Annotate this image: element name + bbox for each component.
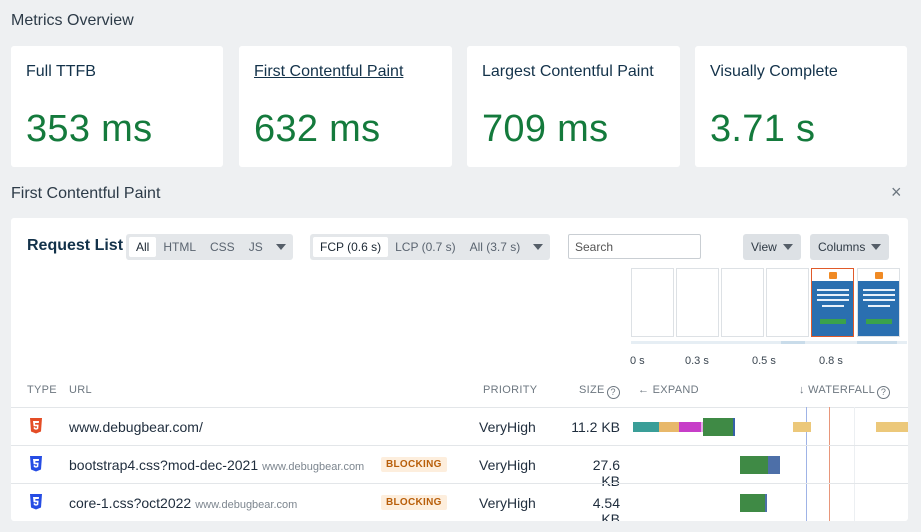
filmstrip-frame[interactable] [631,268,674,337]
request-host: www.debugbear.com [262,461,365,473]
logo-icon [875,272,883,279]
waterfall-bar-wait [701,422,703,432]
waterfall-bar-download [703,418,733,436]
metric-card-lcp: Largest Contentful Paint 709 ms [467,46,680,167]
help-icon[interactable]: ? [606,386,620,399]
chevron-down-icon [782,244,793,250]
divider [11,407,908,408]
waterfall-bar-download [740,494,765,512]
type-filter-js[interactable]: JS [248,240,263,254]
type-filter-css[interactable]: CSS [210,240,235,254]
metric-label: Largest Contentful Paint [482,63,654,80]
request-url[interactable]: bootstrap4.css?mod-dec-2021 www.debugbear… [69,457,365,473]
columns-dropdown[interactable]: Columns [810,234,890,260]
waterfall-bar-dns [633,422,659,432]
filmstrip-frame[interactable] [766,268,809,337]
waterfall-bar-other [793,422,811,432]
metric-card-visually-complete: Visually Complete 3.71 s [695,46,907,167]
waterfall-bar-tail [733,418,735,436]
css3-icon [30,456,42,472]
header-waterfall[interactable]: ↓ WATERFALL? [799,384,891,399]
search-input[interactable] [568,234,701,259]
metric-value: 353 ms [26,108,153,150]
request-size: 11.2 KB [571,419,620,435]
time-filter-fcp[interactable]: FCP (0.6 s) [313,237,389,257]
filmstrip-time: 0 s [630,355,645,367]
chevron-down-icon[interactable] [275,244,286,250]
filmstrip-time: 0.5 s [752,355,776,367]
filmstrip-time: 0.3 s [685,355,709,367]
request-priority: VeryHigh [479,495,536,511]
request-priority: VeryHigh [479,457,536,473]
request-priority: VeryHigh [479,419,536,435]
header-waterfall-label: ↓ WATERFALL [799,384,876,396]
columns-label: Columns [818,240,866,254]
view-label: View [751,240,777,254]
fcp-marker [829,407,830,521]
header-type[interactable]: TYPE [27,384,57,396]
header-size-label: SIZE [579,384,605,396]
blocking-badge: BLOCKING [381,457,447,472]
metric-label: Visually Complete [710,63,838,80]
type-filter-html[interactable]: HTML [163,240,197,254]
detail-title: First Contentful Paint [11,185,161,202]
waterfall-bar-tail [768,456,780,474]
filmstrip-strip [857,341,897,344]
expand-button[interactable]: ← EXPAND [638,384,699,396]
metric-label-link[interactable]: First Contentful Paint [254,63,404,80]
metric-value: 632 ms [254,108,381,150]
filmstrip-time: 0.8 s [819,355,843,367]
time-filter: FCP (0.6 s) LCP (0.7 s) All (3.7 s) [310,234,551,260]
metric-label: Full TTFB [26,63,96,80]
time-filter-all[interactable]: All (3.7 s) [469,240,521,254]
type-filter: All HTML CSS JS [126,234,293,260]
grid-line [854,407,855,521]
request-list-panel: Request List All HTML CSS JS FCP (0.6 s)… [11,218,908,521]
request-url[interactable]: core-1.css?oct2022 www.debugbear.com [69,495,298,511]
metrics-overview-title: Metrics Overview [11,12,134,29]
filmstrip-strip [781,341,805,344]
logo-icon [829,272,837,279]
css3-icon [30,494,42,510]
metric-card-fcp[interactable]: First Contentful Paint 632 ms [239,46,452,167]
lcp-marker [806,407,807,521]
chevron-down-icon [871,244,882,250]
request-size: 27.6 KB [592,457,620,489]
filmstrip-screenshot[interactable] [811,268,854,337]
chevron-down-icon[interactable] [533,244,544,250]
waterfall-bar-connect [659,422,679,432]
table-row[interactable]: www.debugbear.com/ VeryHigh 11.2 KB [11,408,908,445]
request-host: www.debugbear.com [195,499,298,511]
view-dropdown[interactable]: View [743,234,801,260]
filmstrip-frame[interactable] [676,268,719,337]
filmstrip-screenshot[interactable] [857,268,900,337]
time-filter-lcp[interactable]: LCP (0.7 s) [395,240,456,254]
html5-icon [30,418,42,434]
divider [11,445,908,446]
waterfall-bar-other [876,422,908,432]
metric-value: 3.71 s [710,108,816,150]
waterfall-bar-tail [765,494,767,512]
filmstrip-strip [631,341,907,344]
metric-card-ttfb: Full TTFB 353 ms [11,46,223,167]
divider [11,483,908,484]
table-row[interactable]: core-1.css?oct2022 www.debugbear.com BLOC… [11,484,908,521]
request-size: 4.54 KB [592,495,620,521]
close-icon[interactable]: × [891,182,902,202]
table-row[interactable]: bootstrap4.css?mod-dec-2021 www.debugbear… [11,446,908,489]
request-url[interactable]: www.debugbear.com/ [69,419,203,435]
header-size[interactable]: SIZE? [579,384,620,399]
waterfall-bar-ssl [679,422,701,432]
waterfall-bar-download [740,456,768,474]
metric-value: 709 ms [482,108,609,150]
type-filter-all[interactable]: All [129,237,157,257]
help-icon[interactable]: ? [877,386,891,399]
blocking-badge: BLOCKING [381,495,447,510]
filmstrip-frame[interactable] [721,268,764,337]
header-priority[interactable]: PRIORITY [483,384,538,396]
header-url[interactable]: URL [69,384,92,396]
request-list-title: Request List [27,237,124,254]
